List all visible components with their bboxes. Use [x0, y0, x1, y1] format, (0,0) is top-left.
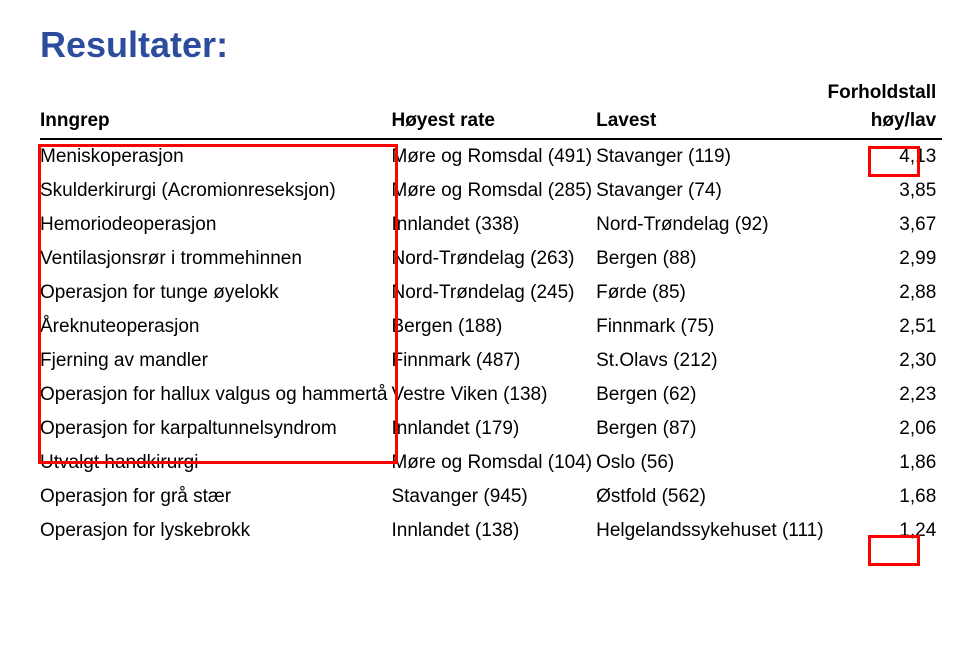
header-inngrep: Inngrep: [40, 110, 391, 139]
cell-inngrep: Åreknuteoperasjon: [40, 310, 391, 344]
cell-hoyest: Innlandet (338): [391, 208, 596, 242]
cell-hoyest: Innlandet (179): [391, 412, 596, 446]
cell-lavest: Finnmark (75): [596, 310, 827, 344]
cell-lavest: Nord-Trøndelag (92): [596, 208, 827, 242]
cell-inngrep: Operasjon for grå stær: [40, 480, 391, 514]
cell-lavest: Bergen (87): [596, 412, 827, 446]
cell-ratio: 2,23: [828, 378, 943, 412]
header-forhold-bot: høy/lav: [828, 110, 943, 139]
cell-hoyest: Vestre Viken (138): [391, 378, 596, 412]
cell-lavest: Stavanger (74): [596, 174, 827, 208]
cell-inngrep: Operasjon for karpaltunnelsyndrom: [40, 412, 391, 446]
table-row: Utvalgt handkirurgiMøre og Romsdal (104)…: [40, 446, 942, 480]
cell-inngrep: Operasjon for hallux valgus og hammertå: [40, 378, 391, 412]
cell-ratio: 1,68: [828, 480, 943, 514]
cell-inngrep: Ventilasjonsrør i trommehinnen: [40, 242, 391, 276]
cell-ratio: 2,06: [828, 412, 943, 446]
cell-lavest: Førde (85): [596, 276, 827, 310]
cell-lavest: Helgelandssykehuset (111): [596, 514, 827, 548]
cell-hoyest: Møre og Romsdal (104): [391, 446, 596, 480]
cell-inngrep: Fjerning av mandler: [40, 344, 391, 378]
results-table: Forholdstall Inngrep Høyest rate Lavest …: [40, 76, 942, 548]
table-row: Operasjon for lyskebrokkInnlandet (138)H…: [40, 514, 942, 548]
cell-ratio: 3,85: [828, 174, 943, 208]
table-row: Operasjon for grå stærStavanger (945)Øst…: [40, 480, 942, 514]
cell-ratio: 4,13: [828, 139, 943, 174]
cell-inngrep: Hemoriodeoperasjon: [40, 208, 391, 242]
cell-hoyest: Møre og Romsdal (491): [391, 139, 596, 174]
table-row: HemoriodeoperasjonInnlandet (338)Nord-Tr…: [40, 208, 942, 242]
cell-ratio: 2,88: [828, 276, 943, 310]
page-title: Resultater:: [40, 24, 920, 66]
cell-hoyest: Innlandet (138): [391, 514, 596, 548]
table-row: MeniskoperasjonMøre og Romsdal (491)Stav…: [40, 139, 942, 174]
cell-inngrep: Utvalgt handkirurgi: [40, 446, 391, 480]
cell-inngrep: Meniskoperasjon: [40, 139, 391, 174]
table-row: Fjerning av mandlerFinnmark (487)St.Olav…: [40, 344, 942, 378]
table-container: Forholdstall Inngrep Høyest rate Lavest …: [40, 76, 920, 548]
cell-ratio: 2,30: [828, 344, 943, 378]
cell-ratio: 2,99: [828, 242, 943, 276]
cell-hoyest: Finnmark (487): [391, 344, 596, 378]
cell-inngrep: Operasjon for tunge øyelokk: [40, 276, 391, 310]
cell-hoyest: Bergen (188): [391, 310, 596, 344]
cell-lavest: Oslo (56): [596, 446, 827, 480]
table-row: Ventilasjonsrør i trommehinnenNord-Trønd…: [40, 242, 942, 276]
cell-lavest: Stavanger (119): [596, 139, 827, 174]
header-hoyest: Høyest rate: [391, 110, 596, 139]
cell-inngrep: Operasjon for lyskebrokk: [40, 514, 391, 548]
cell-lavest: Bergen (62): [596, 378, 827, 412]
cell-lavest: St.Olavs (212): [596, 344, 827, 378]
cell-inngrep: Skulderkirurgi (Acromionreseksjon): [40, 174, 391, 208]
cell-lavest: Bergen (88): [596, 242, 827, 276]
table-row: Skulderkirurgi (Acromionreseksjon)Møre o…: [40, 174, 942, 208]
cell-ratio: 1,24: [828, 514, 943, 548]
header-lavest: Lavest: [596, 110, 827, 139]
table-row: Operasjon for karpaltunnelsyndromInnland…: [40, 412, 942, 446]
cell-hoyest: Nord-Trøndelag (263): [391, 242, 596, 276]
header-forhold-top: Forholdstall: [828, 76, 943, 110]
table-row: ÅreknuteoperasjonBergen (188)Finnmark (7…: [40, 310, 942, 344]
cell-ratio: 1,86: [828, 446, 943, 480]
table-row: Operasjon for tunge øyelokkNord-Trøndela…: [40, 276, 942, 310]
table-row: Operasjon for hallux valgus og hammertåV…: [40, 378, 942, 412]
cell-hoyest: Nord-Trøndelag (245): [391, 276, 596, 310]
cell-ratio: 3,67: [828, 208, 943, 242]
cell-ratio: 2,51: [828, 310, 943, 344]
cell-hoyest: Stavanger (945): [391, 480, 596, 514]
cell-lavest: Østfold (562): [596, 480, 827, 514]
cell-hoyest: Møre og Romsdal (285): [391, 174, 596, 208]
